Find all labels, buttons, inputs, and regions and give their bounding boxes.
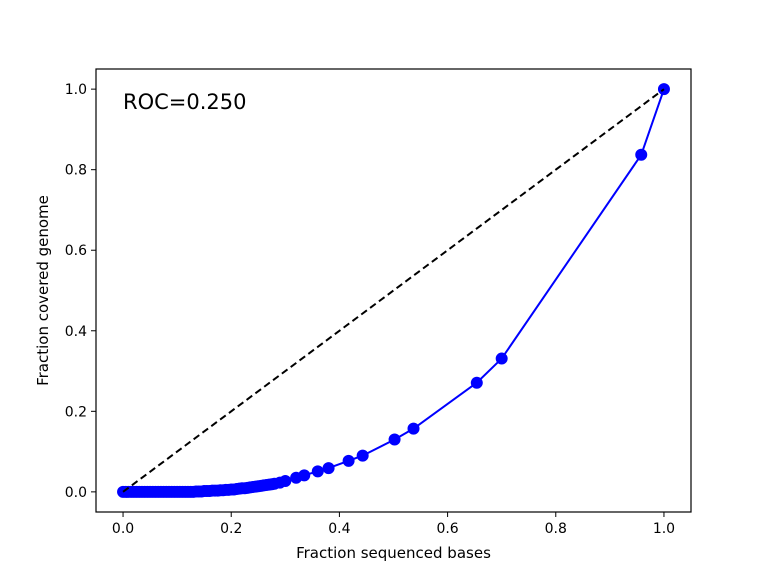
y-axis-label: Fraction covered genome — [34, 195, 52, 386]
x-tick-label: 0.2 — [220, 521, 242, 537]
x-axis-label: Fraction sequenced bases — [296, 544, 491, 562]
coverage-point — [279, 474, 292, 487]
coverage-point — [298, 469, 311, 482]
plot-frame — [95, 68, 692, 513]
coverage-point — [657, 83, 670, 96]
coverage-point — [311, 465, 324, 478]
x-tick-label: 0.0 — [112, 521, 134, 537]
roc-annotation: ROC=0.250 — [123, 90, 247, 114]
x-tick-label: 0.6 — [436, 521, 458, 537]
coverage-point — [470, 376, 483, 389]
x-tick-label: 1.0 — [653, 521, 675, 537]
y-tick-label: 0.4 — [65, 324, 87, 340]
coverage-point — [635, 148, 648, 161]
x-tick-label: 0.8 — [545, 521, 567, 537]
axes-layer: 0.0 0.2 0.4 0.6 0.8 1.0 0.0 0.2 0.4 0.6 0.8 1.0 — [65, 82, 675, 537]
coverage-point — [322, 462, 335, 475]
coverage-point — [388, 433, 401, 446]
y-tick-label: 0.8 — [65, 163, 87, 179]
coverage-point — [407, 422, 420, 435]
y-tick-label: 1.0 — [65, 82, 87, 98]
diagonal-line — [122, 88, 665, 493]
x-tick-label: 0.4 — [328, 521, 350, 537]
y-tick-label: 0.0 — [65, 485, 87, 501]
y-tick-label: 0.6 — [65, 243, 87, 259]
y-tick-label: 0.2 — [65, 404, 87, 420]
coverage-point — [342, 454, 355, 467]
plot-layer — [117, 83, 670, 498]
coverage-point — [356, 449, 369, 462]
coverage-point — [495, 352, 508, 365]
